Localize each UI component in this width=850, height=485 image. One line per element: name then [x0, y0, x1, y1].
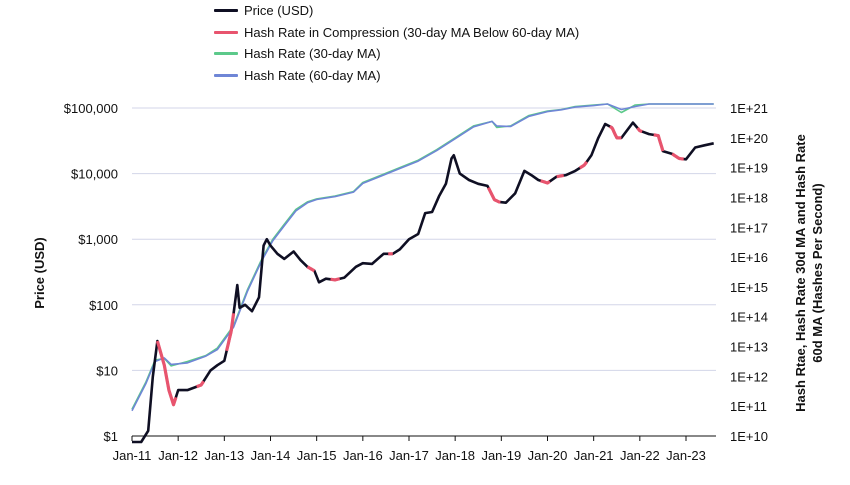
left-tick-label-0: $1 [104, 429, 118, 444]
x-tick-label-9: Jan-20 [528, 448, 568, 463]
right-tick-label-7: 1E+17 [730, 220, 768, 235]
series-line-price [132, 121, 714, 444]
legend-label-hash-60d: Hash Rate (60-day MA) [244, 67, 381, 83]
left-tick-label-2: $100 [89, 298, 118, 313]
right-tick-label-8: 1E+18 [730, 190, 768, 205]
legend-label-hash-30d: Hash Rate (30-day MA) [244, 46, 381, 62]
compression-segment-13 [671, 152, 684, 161]
x-tick-label-10: Jan-21 [574, 448, 614, 463]
compression-segment-2 [225, 313, 236, 352]
x-tick-label-3: Jan-14 [251, 448, 291, 463]
compression-segment-3 [306, 265, 316, 273]
x-tick-label-8: Jan-19 [481, 448, 521, 463]
legend-swatch-compression [214, 30, 238, 34]
right-tick-label-11: 1E+21 [730, 101, 768, 116]
x-tick-label-6: Jan-17 [389, 448, 429, 463]
right-tick-label-6: 1E+16 [730, 250, 768, 265]
right-axis-ticks: 1E+10 1E+11 1E+12 1E+13 1E+14 1E+15 1E+16 1E+17… [730, 101, 768, 444]
compression-segment-11 [636, 126, 644, 134]
legend-item-price: Price (USD) [214, 0, 579, 22]
compression-segment-10 [609, 125, 622, 140]
x-tick-label-0: Jan-11 [113, 448, 152, 463]
compression-segment-7 [540, 179, 551, 185]
left-tick-label-3: $1,000 [78, 232, 118, 247]
right-axis-label-line1: Hash Rtae, Hash Rate 30d MA and Hash Rat… [793, 134, 808, 412]
right-axis-label-line2: 60d MA (Hashes Per Second) [810, 183, 825, 362]
x-tick-label-5: Jan-16 [343, 448, 383, 463]
legend-item-hash-30d: Hash Rate (30-day MA) [214, 43, 579, 65]
legend: Price (USD) Hash Rate in Compression (30… [214, 0, 579, 86]
compression-segment-1 [195, 380, 205, 389]
right-tick-label-5: 1E+15 [730, 280, 768, 295]
series-line-hash-0 [131, 103, 714, 410]
compression-segment-9 [578, 160, 589, 170]
left-tick-label-5: $100,000 [64, 101, 118, 116]
right-tick-label-9: 1E+19 [730, 161, 768, 176]
left-axis-ticks: $1 $10 $100 $1,000 $10,000 $100,000 [64, 101, 118, 444]
legend-label-compression: Hash Rate in Compression (30-day MA Belo… [244, 24, 580, 40]
x-axis-ticks: Jan-11 Jan-12 Jan-13 Jan-14 Jan-15 Jan-16 Jan-… [113, 435, 716, 463]
right-tick-label-3: 1E+13 [730, 340, 768, 355]
right-tick-label-4: 1E+14 [730, 310, 768, 325]
compression-segment-0 [155, 340, 178, 407]
left-axis-label: Price (USD) [32, 237, 47, 309]
right-tick-label-10: 1E+20 [730, 131, 768, 146]
right-tick-label-0: 1E+10 [730, 429, 768, 444]
x-tick-label-11: Jan-22 [620, 448, 660, 463]
legend-item-hash-60d: Hash Rate (60-day MA) [214, 65, 579, 87]
legend-swatch-hash-60d [214, 73, 238, 77]
compression-segment-6 [486, 186, 501, 204]
compression-segment-4 [330, 277, 341, 282]
legend-label-price: Price (USD) [244, 3, 314, 19]
legend-swatch-hash-30d [214, 52, 238, 56]
left-tick-label-1: $10 [96, 363, 118, 378]
right-tick-label-1: 1E+11 [730, 399, 767, 414]
right-tick-label-2: 1E+12 [730, 369, 768, 384]
x-tick-label-1: Jan-12 [158, 448, 198, 463]
x-tick-label-2: Jan-13 [204, 448, 244, 463]
left-tick-label-4: $10,000 [71, 167, 118, 182]
x-tick-label-4: Jan-15 [297, 448, 337, 463]
series-lines [131, 103, 714, 444]
x-tick-label-7: Jan-18 [435, 448, 475, 463]
legend-item-compression: Hash Rate in Compression (30-day MA Belo… [214, 22, 579, 44]
compression-segment-12 [653, 133, 665, 152]
compression-segment-8 [556, 173, 565, 179]
legend-swatch-price [214, 9, 238, 13]
series-line-hash-1 [131, 103, 714, 412]
x-tick-label-12: Jan-23 [666, 448, 706, 463]
